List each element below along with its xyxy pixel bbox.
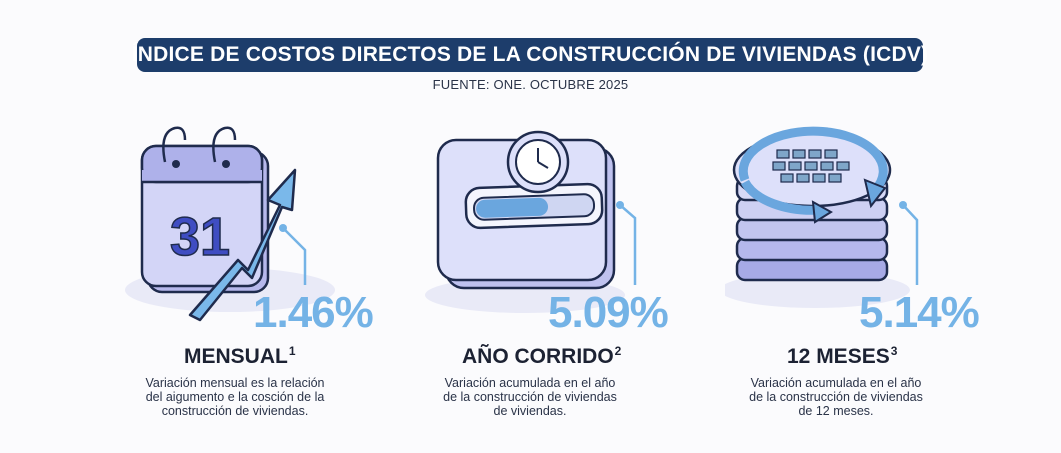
percent-value: 5.09% (548, 288, 669, 337)
indicator-label: AÑO CORRIDO2 (462, 344, 622, 368)
percent-value: 5.14% (859, 288, 980, 337)
indicator-description: Variación acumulada en el año de la cons… (443, 376, 617, 418)
indicator-label: 12 MESES3 (787, 344, 898, 368)
footnote-marker: 2 (614, 344, 622, 358)
footnote-marker: 3 (890, 344, 898, 358)
footnote-marker: 1 (288, 344, 296, 358)
indicator-card-12-months: 5.14% 12 MESES3 Variación acumulada en e… (725, 110, 1055, 450)
calendar-growth-icon: 31 (125, 126, 335, 322)
clock-progress-icon (425, 130, 637, 313)
indicator-card-year-to-date: 5.09% AÑO CORRIDO2 Variación acumulada e… (420, 110, 750, 450)
page-title: ÍNDICE DE COSTOS DIRECTOS DE LA CONSTRUC… (132, 38, 928, 72)
indicator-description: Variación acumulada en el año de la cons… (749, 376, 923, 418)
indicator-label: MENSUAL1 (184, 344, 296, 368)
indicator-card-monthly: 31 1.46% MENSUAL1 Variación mensual es l… (120, 110, 450, 450)
indicator-description: Variación mensual es la relación del aig… (145, 376, 325, 418)
calendar-day: 31 (170, 207, 230, 267)
source-note: FUENTE: ONE. OCTUBRE 2025 (432, 77, 629, 92)
cycle-calculator-icon (725, 126, 919, 308)
percent-value: 1.46% (253, 288, 374, 337)
